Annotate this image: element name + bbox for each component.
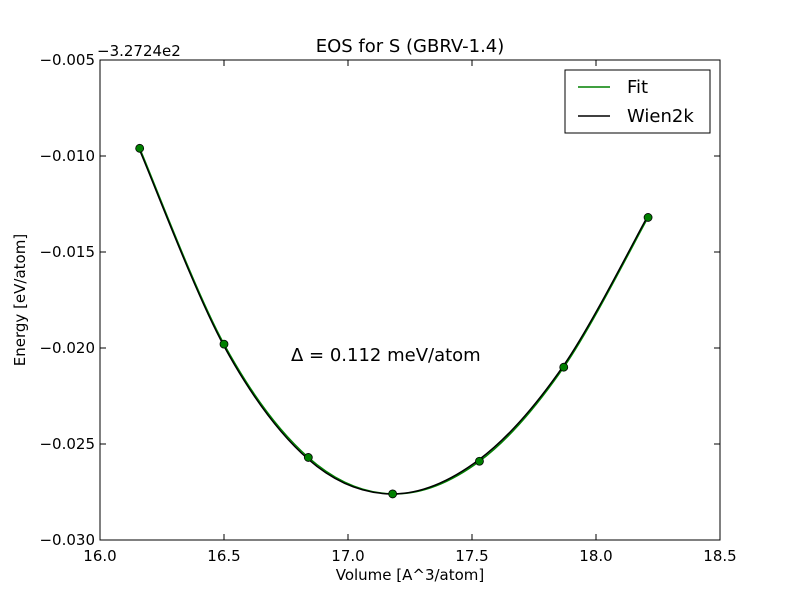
plot-frame — [99, 59, 721, 541]
axis-ticks: 16.0 16.5 17.0 17.5 18.0 18.5 −0.005 −0.010 −0.0… — [39, 51, 736, 565]
data-points — [135, 143, 653, 499]
data-point — [219, 339, 229, 349]
x-tick-label: 16.5 — [207, 547, 240, 565]
x-tick-label: 17.5 — [455, 547, 488, 565]
data-point — [303, 453, 313, 462]
data-point — [559, 362, 569, 372]
data-point — [135, 143, 145, 153]
data-point — [475, 456, 484, 466]
data-point — [388, 489, 398, 499]
x-tick-label: 18.5 — [703, 547, 736, 565]
y-tick-label: −0.020 — [39, 339, 95, 357]
legend-label-fit: Fit — [627, 77, 648, 98]
legend-label-wien2k: Wien2k — [627, 106, 694, 127]
x-tick-label: 16.0 — [83, 547, 116, 565]
y-tick-label: −0.015 — [39, 243, 95, 261]
y-axis-label: Energy [eV/atom] — [11, 234, 29, 366]
y-tick-label: −0.025 — [39, 435, 95, 453]
y-tick-label: −0.005 — [39, 51, 95, 69]
y-tick-label: −0.010 — [39, 147, 95, 165]
x-axis-label: Volume [A^3/atom] — [336, 566, 485, 584]
y-offset-label: −3.2724e2 — [97, 42, 181, 60]
legend-box — [564, 69, 711, 134]
y-tick-label: −0.030 — [39, 531, 95, 549]
legend: Fit Wien2k — [564, 69, 711, 134]
x-tick-label: 17.0 — [331, 547, 364, 565]
delta-annotation: Δ = 0.112 meV/atom — [291, 345, 481, 366]
data-point — [643, 213, 653, 222]
x-tick-label: 18.0 — [579, 547, 612, 565]
chart-title: EOS for S (GBRV-1.4) — [316, 36, 505, 57]
